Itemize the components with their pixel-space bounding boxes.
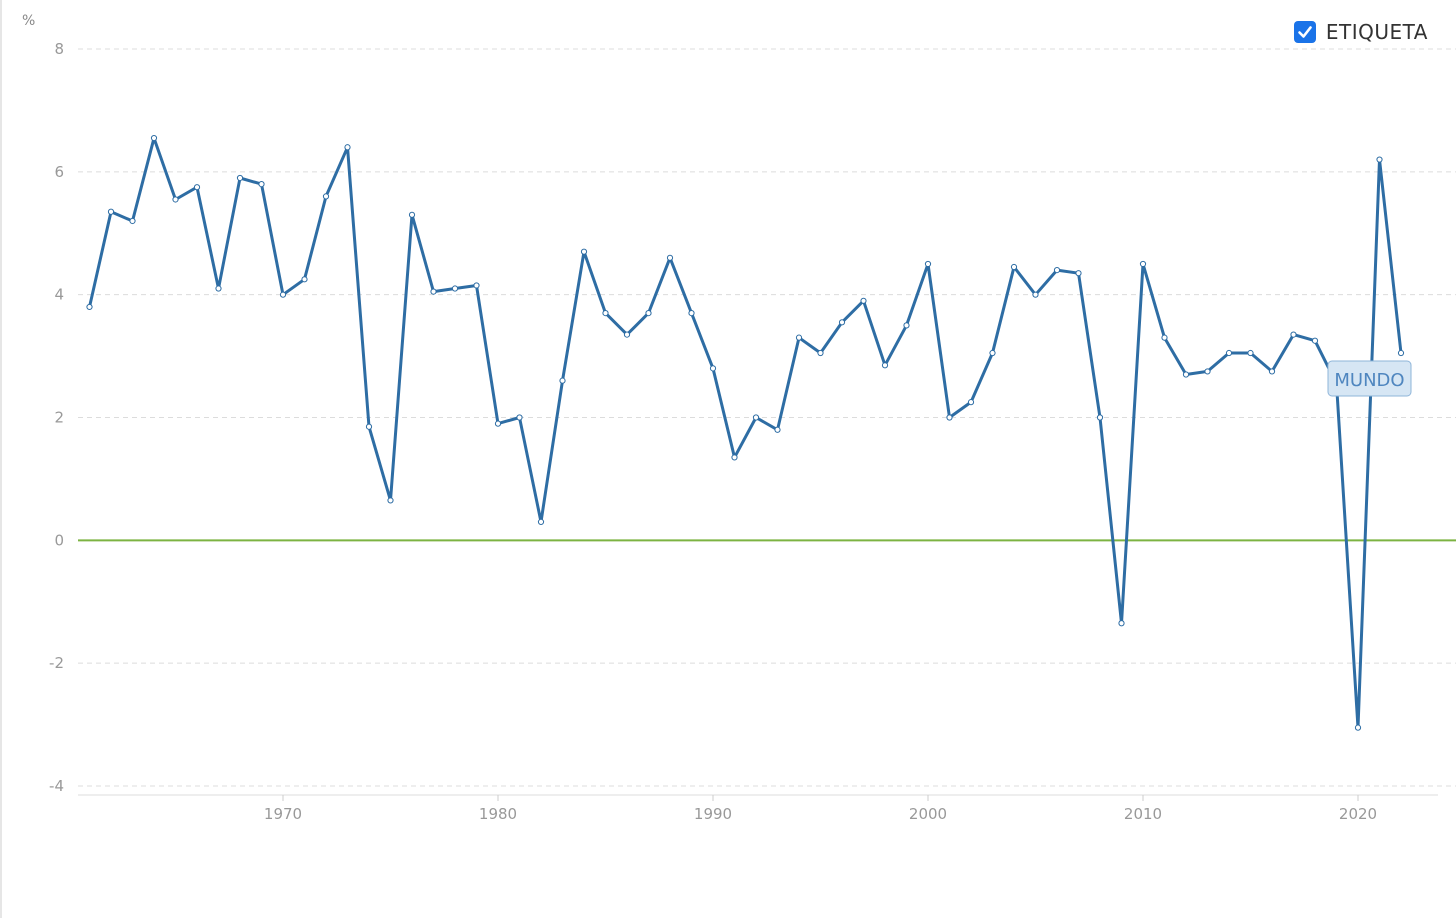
data-point[interactable] — [1139, 260, 1147, 268]
data-point[interactable] — [967, 399, 975, 406]
data-point[interactable] — [559, 377, 566, 384]
data-point[interactable] — [666, 254, 674, 261]
data-point[interactable] — [387, 497, 394, 504]
y-tick-label: 2 — [54, 409, 64, 427]
data-point[interactable] — [989, 349, 996, 357]
series-line — [88, 136, 1403, 730]
data-point[interactable] — [301, 276, 308, 283]
data-point[interactable] — [946, 414, 953, 421]
data-point[interactable] — [1161, 334, 1168, 341]
y-tick-label: 6 — [54, 163, 64, 181]
data-point[interactable] — [1268, 368, 1276, 375]
data-point[interactable] — [322, 193, 330, 200]
data-point[interactable] — [129, 217, 136, 225]
y-tick-label: 0 — [54, 531, 64, 549]
data-point[interactable] — [150, 134, 158, 142]
data-point[interactable] — [817, 349, 824, 357]
data-point[interactable] — [1204, 368, 1211, 375]
data-point[interactable] — [795, 334, 803, 341]
data-point[interactable] — [1376, 156, 1383, 163]
x-tick-label: 1970 — [264, 805, 302, 823]
data-point[interactable] — [1290, 331, 1297, 338]
checkbox-checked-icon[interactable] — [1293, 21, 1316, 43]
data-point[interactable] — [709, 365, 717, 372]
data-point[interactable] — [494, 420, 502, 427]
data-point[interactable] — [1397, 349, 1405, 357]
y-tick-label: -4 — [49, 777, 64, 795]
y-tick-label: 8 — [54, 40, 64, 58]
y-tick-label: 4 — [54, 286, 64, 304]
data-point[interactable] — [107, 208, 115, 215]
data-point[interactable] — [1096, 414, 1104, 421]
data-point[interactable] — [924, 260, 932, 268]
legend-toggle[interactable]: ETIQUETA — [1293, 20, 1428, 44]
x-tick-label: 2010 — [1124, 805, 1162, 823]
data-point[interactable] — [602, 309, 609, 317]
legend-label: ETIQUETA — [1325, 20, 1428, 44]
data-point[interactable] — [1354, 724, 1362, 731]
data-point[interactable] — [537, 518, 545, 526]
data-point[interactable] — [752, 414, 760, 421]
data-point[interactable] — [215, 285, 222, 292]
data-point[interactable] — [1118, 620, 1125, 627]
data-point[interactable] — [774, 426, 781, 433]
x-tick-label: 1990 — [694, 805, 732, 823]
data-point[interactable] — [473, 282, 480, 289]
x-tick-label: 1980 — [479, 805, 517, 823]
data-point[interactable] — [838, 319, 846, 326]
y-axis-unit-label: % — [22, 13, 36, 29]
data-point[interactable] — [236, 174, 244, 182]
x-tick-label: 2000 — [909, 805, 947, 823]
data-point[interactable] — [430, 288, 437, 295]
data-point[interactable] — [903, 322, 910, 329]
data-point[interactable] — [580, 248, 588, 255]
data-point[interactable] — [1053, 267, 1061, 274]
y-tick-label: -2 — [49, 654, 64, 672]
data-point[interactable] — [86, 303, 93, 311]
data-point[interactable] — [1075, 270, 1082, 277]
series-label: MUNDO — [1334, 370, 1404, 391]
x-tick-label: 2020 — [1339, 805, 1377, 823]
data-point[interactable] — [731, 454, 738, 461]
data-point[interactable] — [1032, 291, 1039, 298]
data-point[interactable] — [172, 196, 179, 203]
data-point[interactable] — [1311, 337, 1319, 344]
data-point[interactable] — [451, 285, 459, 292]
data-point[interactable] — [344, 144, 351, 151]
data-point[interactable] — [258, 181, 265, 188]
data-point[interactable] — [860, 297, 867, 304]
data-point[interactable] — [279, 291, 287, 298]
data-point[interactable] — [516, 414, 523, 421]
data-point[interactable] — [408, 211, 416, 218]
data-point[interactable] — [688, 309, 695, 317]
data-point[interactable] — [1010, 263, 1018, 271]
data-point[interactable] — [1247, 349, 1254, 357]
data-point[interactable] — [1182, 371, 1190, 378]
data-point[interactable] — [881, 362, 889, 369]
data-point[interactable] — [365, 423, 373, 430]
data-point[interactable] — [1225, 349, 1233, 357]
data-point[interactable] — [645, 309, 652, 317]
data-point[interactable] — [193, 184, 201, 191]
data-point[interactable] — [623, 331, 631, 338]
series-label-box — [1327, 360, 1412, 397]
